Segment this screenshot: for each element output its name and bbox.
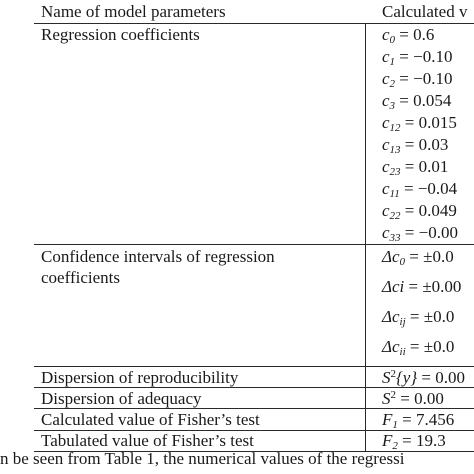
fisher-calc-value: F1 = 7.456 bbox=[382, 410, 455, 431]
regression-coefficient-symbol: c bbox=[382, 91, 390, 110]
regression-coefficient-subscript: 1 bbox=[389, 56, 396, 68]
regression-coefficient-number: 0.015 bbox=[418, 113, 457, 132]
confidence-interval-symbol: Δc bbox=[382, 247, 400, 266]
confidence-interval-subscript: 0 bbox=[399, 256, 406, 268]
regression-coefficient-subscript: 0 bbox=[389, 34, 396, 46]
regression-coefficient-row: c22 = 0.049 bbox=[382, 201, 457, 222]
adequacy-symbol: S bbox=[382, 389, 391, 408]
confidence-interval-symbol: Δc bbox=[382, 337, 400, 356]
regression-coefficient-subscript: 12 bbox=[389, 122, 401, 134]
regression-coefficient-number: 0.03 bbox=[418, 135, 449, 154]
confidence-interval-symbol: Δci bbox=[382, 277, 405, 296]
section-rule-2 bbox=[34, 366, 474, 367]
regression-coefficient-row: c1 = −0.10 bbox=[382, 47, 453, 68]
header-value: Calculated v bbox=[382, 2, 468, 21]
bottom-rule bbox=[34, 451, 474, 452]
regression-coefficient-symbol: c bbox=[382, 25, 390, 44]
reproducibility-label: Dispersion of reproducibility bbox=[41, 368, 239, 387]
fisher-calc-sub: 1 bbox=[392, 419, 398, 431]
confidence-interval-subscript: ii bbox=[399, 346, 406, 358]
regression-coefficient-row: c33 = −0.00 bbox=[382, 223, 458, 244]
confidence-interval-row: Δcii = ±0.0 bbox=[382, 337, 455, 358]
regression-coefficient-row: c23 = 0.01 bbox=[382, 157, 449, 178]
confidence-interval-number: ±0.00 bbox=[422, 277, 462, 296]
regression-coefficient-subscript: 23 bbox=[389, 166, 401, 178]
regression-coefficient-subscript: 2 bbox=[389, 78, 396, 90]
confidence-interval-row: Δci = ±0.00 bbox=[382, 277, 462, 296]
fisher-tab-label: Tabulated value of Fisher’s test bbox=[41, 431, 254, 450]
regression-coefficient-symbol: c bbox=[382, 135, 390, 154]
section-rule-4 bbox=[34, 408, 474, 409]
adequacy-value: S2 = 0.00 bbox=[382, 389, 444, 408]
adequacy-label: Dispersion of adequacy bbox=[41, 389, 202, 408]
fisher-calc-label: Calculated value of Fisher’s test bbox=[41, 410, 260, 429]
regression-coefficient-number: −0.10 bbox=[413, 47, 453, 66]
regression-coefficient-row: c0 = 0.6 bbox=[382, 25, 435, 46]
regression-coefficient-symbol: c bbox=[382, 47, 390, 66]
reproducibility-value: S2{y} = 0.00 bbox=[382, 368, 465, 387]
regression-coefficient-row: c11 = −0.04 bbox=[382, 179, 458, 200]
regression-coefficient-symbol: c bbox=[382, 201, 390, 220]
section-rule-3 bbox=[34, 387, 474, 388]
section-rule-5 bbox=[34, 430, 474, 431]
column-divider bbox=[365, 23, 366, 451]
confidence-interval-subscript: ij bbox=[399, 316, 406, 328]
regression-coefficient-subscript: 11 bbox=[389, 188, 400, 200]
fisher-tab-sub: 2 bbox=[392, 440, 398, 452]
confidence-interval-symbol: Δc bbox=[382, 307, 400, 326]
section-rule-1 bbox=[34, 244, 474, 245]
regression-coefficient-subscript: 3 bbox=[389, 100, 396, 112]
fisher-tab-number: 19.3 bbox=[415, 431, 446, 450]
regression-coefficient-symbol: c bbox=[382, 113, 390, 132]
confidence-interval-number: ±0.0 bbox=[423, 247, 454, 266]
reproducibility-arg: {y} bbox=[396, 368, 418, 387]
regression-coefficient-number: −0.10 bbox=[413, 69, 453, 88]
fisher-calc-symbol: F bbox=[382, 410, 393, 429]
regression-coefficient-number: 0.054 bbox=[413, 91, 452, 110]
regression-coefficient-symbol: c bbox=[382, 223, 390, 242]
reproducibility-number: 0.00 bbox=[435, 368, 465, 387]
regression-coefficient-symbol: c bbox=[382, 179, 390, 198]
fisher-tab-symbol: F bbox=[382, 431, 393, 450]
regression-label: Regression coefficients bbox=[41, 25, 200, 44]
fisher-calc-number: 7.456 bbox=[415, 410, 455, 429]
adequacy-sup: 2 bbox=[390, 389, 397, 401]
regression-coefficient-subscript: 33 bbox=[389, 232, 401, 244]
regression-coefficient-row: c2 = −0.10 bbox=[382, 69, 453, 90]
regression-coefficient-subscript: 13 bbox=[389, 144, 401, 156]
regression-coefficient-subscript: 22 bbox=[389, 210, 401, 222]
regression-coefficient-number: 0.01 bbox=[418, 157, 449, 176]
confidence-interval-row: Δcij = ±0.0 bbox=[382, 307, 455, 328]
reproducibility-sup: 2 bbox=[390, 368, 397, 380]
regression-coefficient-number: 0.049 bbox=[418, 201, 457, 220]
reproducibility-symbol: S bbox=[382, 368, 391, 387]
regression-coefficient-row: c3 = 0.054 bbox=[382, 91, 452, 112]
regression-coefficient-row: c13 = 0.03 bbox=[382, 135, 449, 156]
adequacy-number: 0.00 bbox=[414, 389, 444, 408]
confidence-label: Confidence intervals of regression coeff… bbox=[41, 247, 275, 287]
header-rule bbox=[34, 23, 474, 24]
regression-coefficient-number: −0.00 bbox=[418, 223, 458, 242]
header-name: Name of model parameters bbox=[41, 2, 226, 21]
confidence-interval-row: Δc0 = ±0.0 bbox=[382, 247, 454, 268]
regression-coefficient-symbol: c bbox=[382, 157, 390, 176]
confidence-interval-number: ±0.0 bbox=[423, 337, 455, 356]
regression-coefficient-symbol: c bbox=[382, 69, 390, 88]
regression-coefficient-row: c12 = 0.015 bbox=[382, 113, 457, 134]
regression-coefficient-number: −0.04 bbox=[417, 179, 458, 198]
confidence-interval-number: ±0.0 bbox=[423, 307, 455, 326]
fisher-tab-value: F2 = 19.3 bbox=[382, 431, 446, 452]
body-text-line: n be seen from Table 1, the numerical va… bbox=[0, 449, 405, 468]
regression-coefficient-number: 0.6 bbox=[413, 25, 435, 44]
